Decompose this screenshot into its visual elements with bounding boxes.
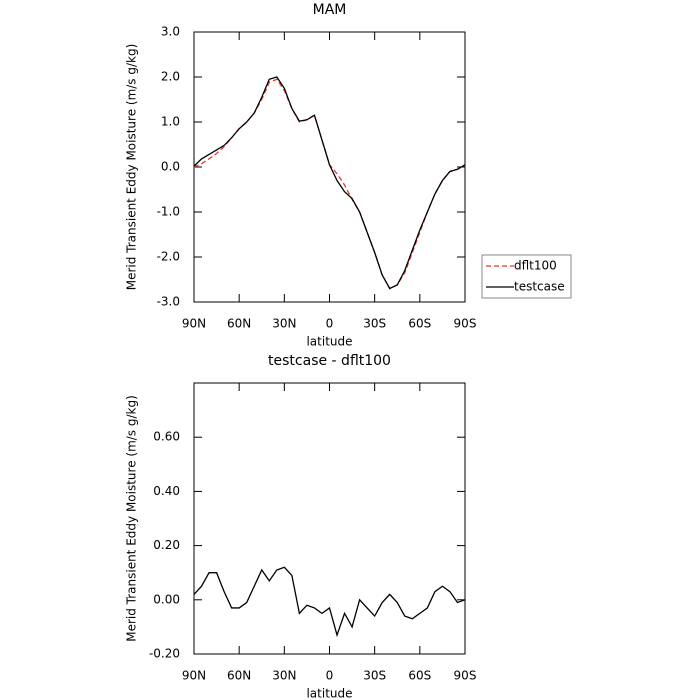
- y-tick-label: -3.0: [157, 295, 180, 309]
- x-axis-label: latitude: [306, 687, 352, 700]
- legend-box: [481, 254, 572, 299]
- y-tick-label: 3.0: [161, 25, 180, 39]
- y-tick-label: 0.00: [153, 592, 180, 606]
- y-tick-label: 0.20: [153, 538, 180, 552]
- y-tick-label: -1.0: [157, 205, 180, 219]
- y-tick-label: 0.60: [153, 430, 180, 444]
- x-tick-label: 60S: [408, 317, 431, 331]
- legend-label: dflt100: [514, 259, 557, 273]
- x-tick-label: 30S: [363, 317, 386, 331]
- data-line: [193, 78, 466, 290]
- y-tick-label: 0.0: [161, 160, 180, 174]
- y-axis-label: Merid Transient Eddy Moisture (m/s g/kg): [125, 395, 139, 642]
- x-tick-label: 30N: [272, 317, 296, 331]
- x-tick-label: 90S: [454, 317, 477, 331]
- y-tick-label: 0.40: [153, 484, 180, 498]
- chart-title: MAM: [313, 2, 347, 18]
- plot-frame: [193, 31, 466, 303]
- x-axis-label: latitude: [306, 335, 352, 349]
- legend-label: testcase: [514, 280, 565, 294]
- x-tick-label: 0: [326, 317, 334, 331]
- x-tick-label: 30S: [363, 669, 386, 683]
- plot-frame: [193, 382, 466, 655]
- data-line: [193, 76, 466, 290]
- x-tick-label: 90N: [182, 317, 206, 331]
- y-axis-label: Merid Transient Eddy Moisture (m/s g/kg): [125, 44, 139, 291]
- x-tick-label: 90N: [182, 669, 206, 683]
- y-tick-label: 2.0: [161, 70, 180, 84]
- x-tick-label: 60S: [408, 669, 431, 683]
- y-tick-label: -0.20: [149, 647, 180, 661]
- x-tick-label: 60N: [227, 317, 251, 331]
- data-line: [193, 566, 466, 638]
- x-tick-label: 90S: [454, 669, 477, 683]
- y-tick-label: 1.0: [161, 115, 180, 129]
- x-tick-label: 60N: [227, 669, 251, 683]
- chart-title: testcase - dflt100: [268, 353, 391, 369]
- y-tick-label: -2.0: [157, 250, 180, 264]
- x-tick-label: 30N: [272, 669, 296, 683]
- x-tick-label: 0: [326, 669, 334, 683]
